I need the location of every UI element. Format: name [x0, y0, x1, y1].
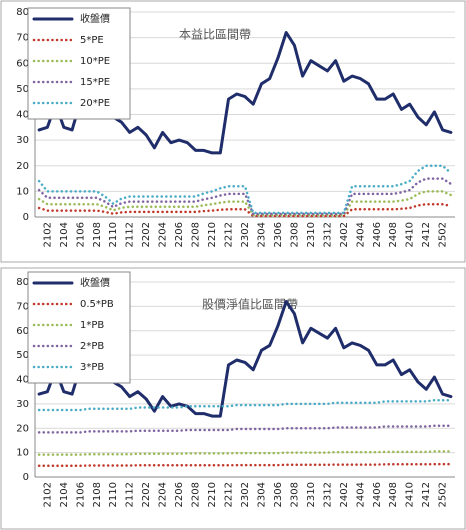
y-tick-label: 60: [16, 326, 29, 337]
x-tick-label: 2408: [388, 222, 399, 247]
x-tick-label: 2304: [256, 222, 267, 247]
x-tick-label: 2202: [141, 482, 152, 507]
x-tick-label: 2106: [75, 482, 86, 507]
x-tick-label: 2110: [108, 482, 119, 507]
legend-label: 5*PE: [80, 35, 104, 46]
x-tick-label: 2404: [355, 222, 366, 247]
x-tick-label: 2306: [273, 482, 284, 507]
series-line: [37, 177, 453, 216]
y-tick-label: 70: [16, 33, 29, 44]
x-tick-label: 2412: [421, 222, 432, 247]
legend-label: 2*PB: [80, 341, 104, 352]
x-tick-label: 2410: [405, 482, 416, 507]
y-tick-label: 30: [16, 399, 29, 410]
x-tick-label: 2104: [59, 222, 70, 247]
x-tick-label: 2208: [191, 482, 202, 507]
legend: [27, 271, 131, 384]
legend-label: 0.5*PB: [80, 299, 114, 310]
x-tick-label: 2404: [355, 482, 366, 507]
x-tick-label: 2410: [405, 222, 416, 247]
series-line: [37, 164, 453, 215]
y-tick-label: 40: [16, 110, 29, 121]
y-tick-label: 40: [16, 375, 29, 386]
x-tick-label: 2312: [322, 482, 333, 507]
x-tick-label: 2306: [273, 222, 284, 247]
x-tick-label: 2108: [92, 482, 103, 507]
x-tick-label: 2102: [42, 482, 53, 507]
x-tick-label: 2102: [42, 222, 53, 247]
y-tick-label: 80: [16, 7, 29, 18]
x-tick-label: 2302: [240, 482, 251, 507]
x-tick-label: 2502: [438, 482, 449, 507]
x-tick-label: 2402: [339, 222, 350, 247]
x-tick-label: 2304: [256, 482, 267, 507]
y-tick-label: 30: [16, 135, 29, 146]
x-tick-label: 2212: [224, 222, 235, 247]
x-tick-label: 2412: [421, 482, 432, 507]
y-tick-label: 80: [16, 277, 29, 288]
chart-title: 股價淨值比區間帶: [202, 297, 298, 312]
legend-label: 20*PE: [80, 98, 110, 109]
y-tick-label: 0: [23, 472, 29, 483]
series-line: [37, 450, 453, 456]
x-tick-label: 2406: [372, 222, 383, 247]
x-tick-label: 2104: [59, 482, 70, 507]
x-tick-label: 2210: [207, 482, 218, 507]
legend-label: 收盤價: [80, 276, 110, 289]
x-tick-label: 2210: [207, 222, 218, 247]
y-tick-label: 20: [16, 161, 29, 172]
x-tick-label: 2406: [372, 482, 383, 507]
y-tick-label: 10: [16, 448, 29, 459]
x-tick-label: 2204: [158, 222, 169, 247]
y-tick-label: 50: [16, 84, 29, 95]
x-tick-label: 2208: [191, 222, 202, 247]
legend-label: 15*PE: [80, 77, 110, 88]
series-line: [37, 424, 453, 434]
x-tick-label: 2112: [125, 222, 136, 247]
legend-label: 1*PB: [80, 320, 104, 331]
y-tick-label: 10: [16, 186, 29, 197]
legend: [27, 7, 131, 120]
y-tick-label: 0: [23, 212, 29, 223]
x-tick-label: 2108: [92, 222, 103, 247]
chart-title: 本益比區間帶: [179, 28, 251, 42]
y-tick-label: 20: [16, 423, 29, 434]
x-tick-label: 2112: [125, 482, 136, 507]
series-line: [37, 462, 453, 468]
y-tick-label: 50: [16, 350, 29, 361]
x-tick-label: 2302: [240, 222, 251, 247]
legend-label: 10*PE: [80, 56, 110, 67]
x-tick-label: 2110: [108, 222, 119, 247]
x-tick-label: 2206: [174, 222, 185, 247]
series-line: [37, 398, 453, 412]
x-tick-label: 2310: [306, 222, 317, 247]
x-tick-label: 2308: [289, 222, 300, 247]
x-tick-label: 2206: [174, 482, 185, 507]
x-tick-label: 2408: [388, 482, 399, 507]
x-tick-label: 2202: [141, 222, 152, 247]
x-tick-label: 2308: [289, 482, 300, 507]
x-tick-label: 2312: [322, 222, 333, 247]
y-tick-label: 70: [16, 301, 29, 312]
x-tick-label: 2310: [306, 482, 317, 507]
x-tick-label: 2402: [339, 482, 350, 507]
x-tick-label: 2106: [75, 222, 86, 247]
x-tick-label: 2502: [438, 222, 449, 247]
x-tick-label: 2212: [224, 482, 235, 507]
y-tick-label: 60: [16, 58, 29, 69]
x-tick-label: 2204: [158, 482, 169, 507]
series-line: [37, 202, 453, 218]
legend-label: 3*PB: [80, 362, 104, 373]
legend-label: 收盤價: [80, 12, 110, 25]
